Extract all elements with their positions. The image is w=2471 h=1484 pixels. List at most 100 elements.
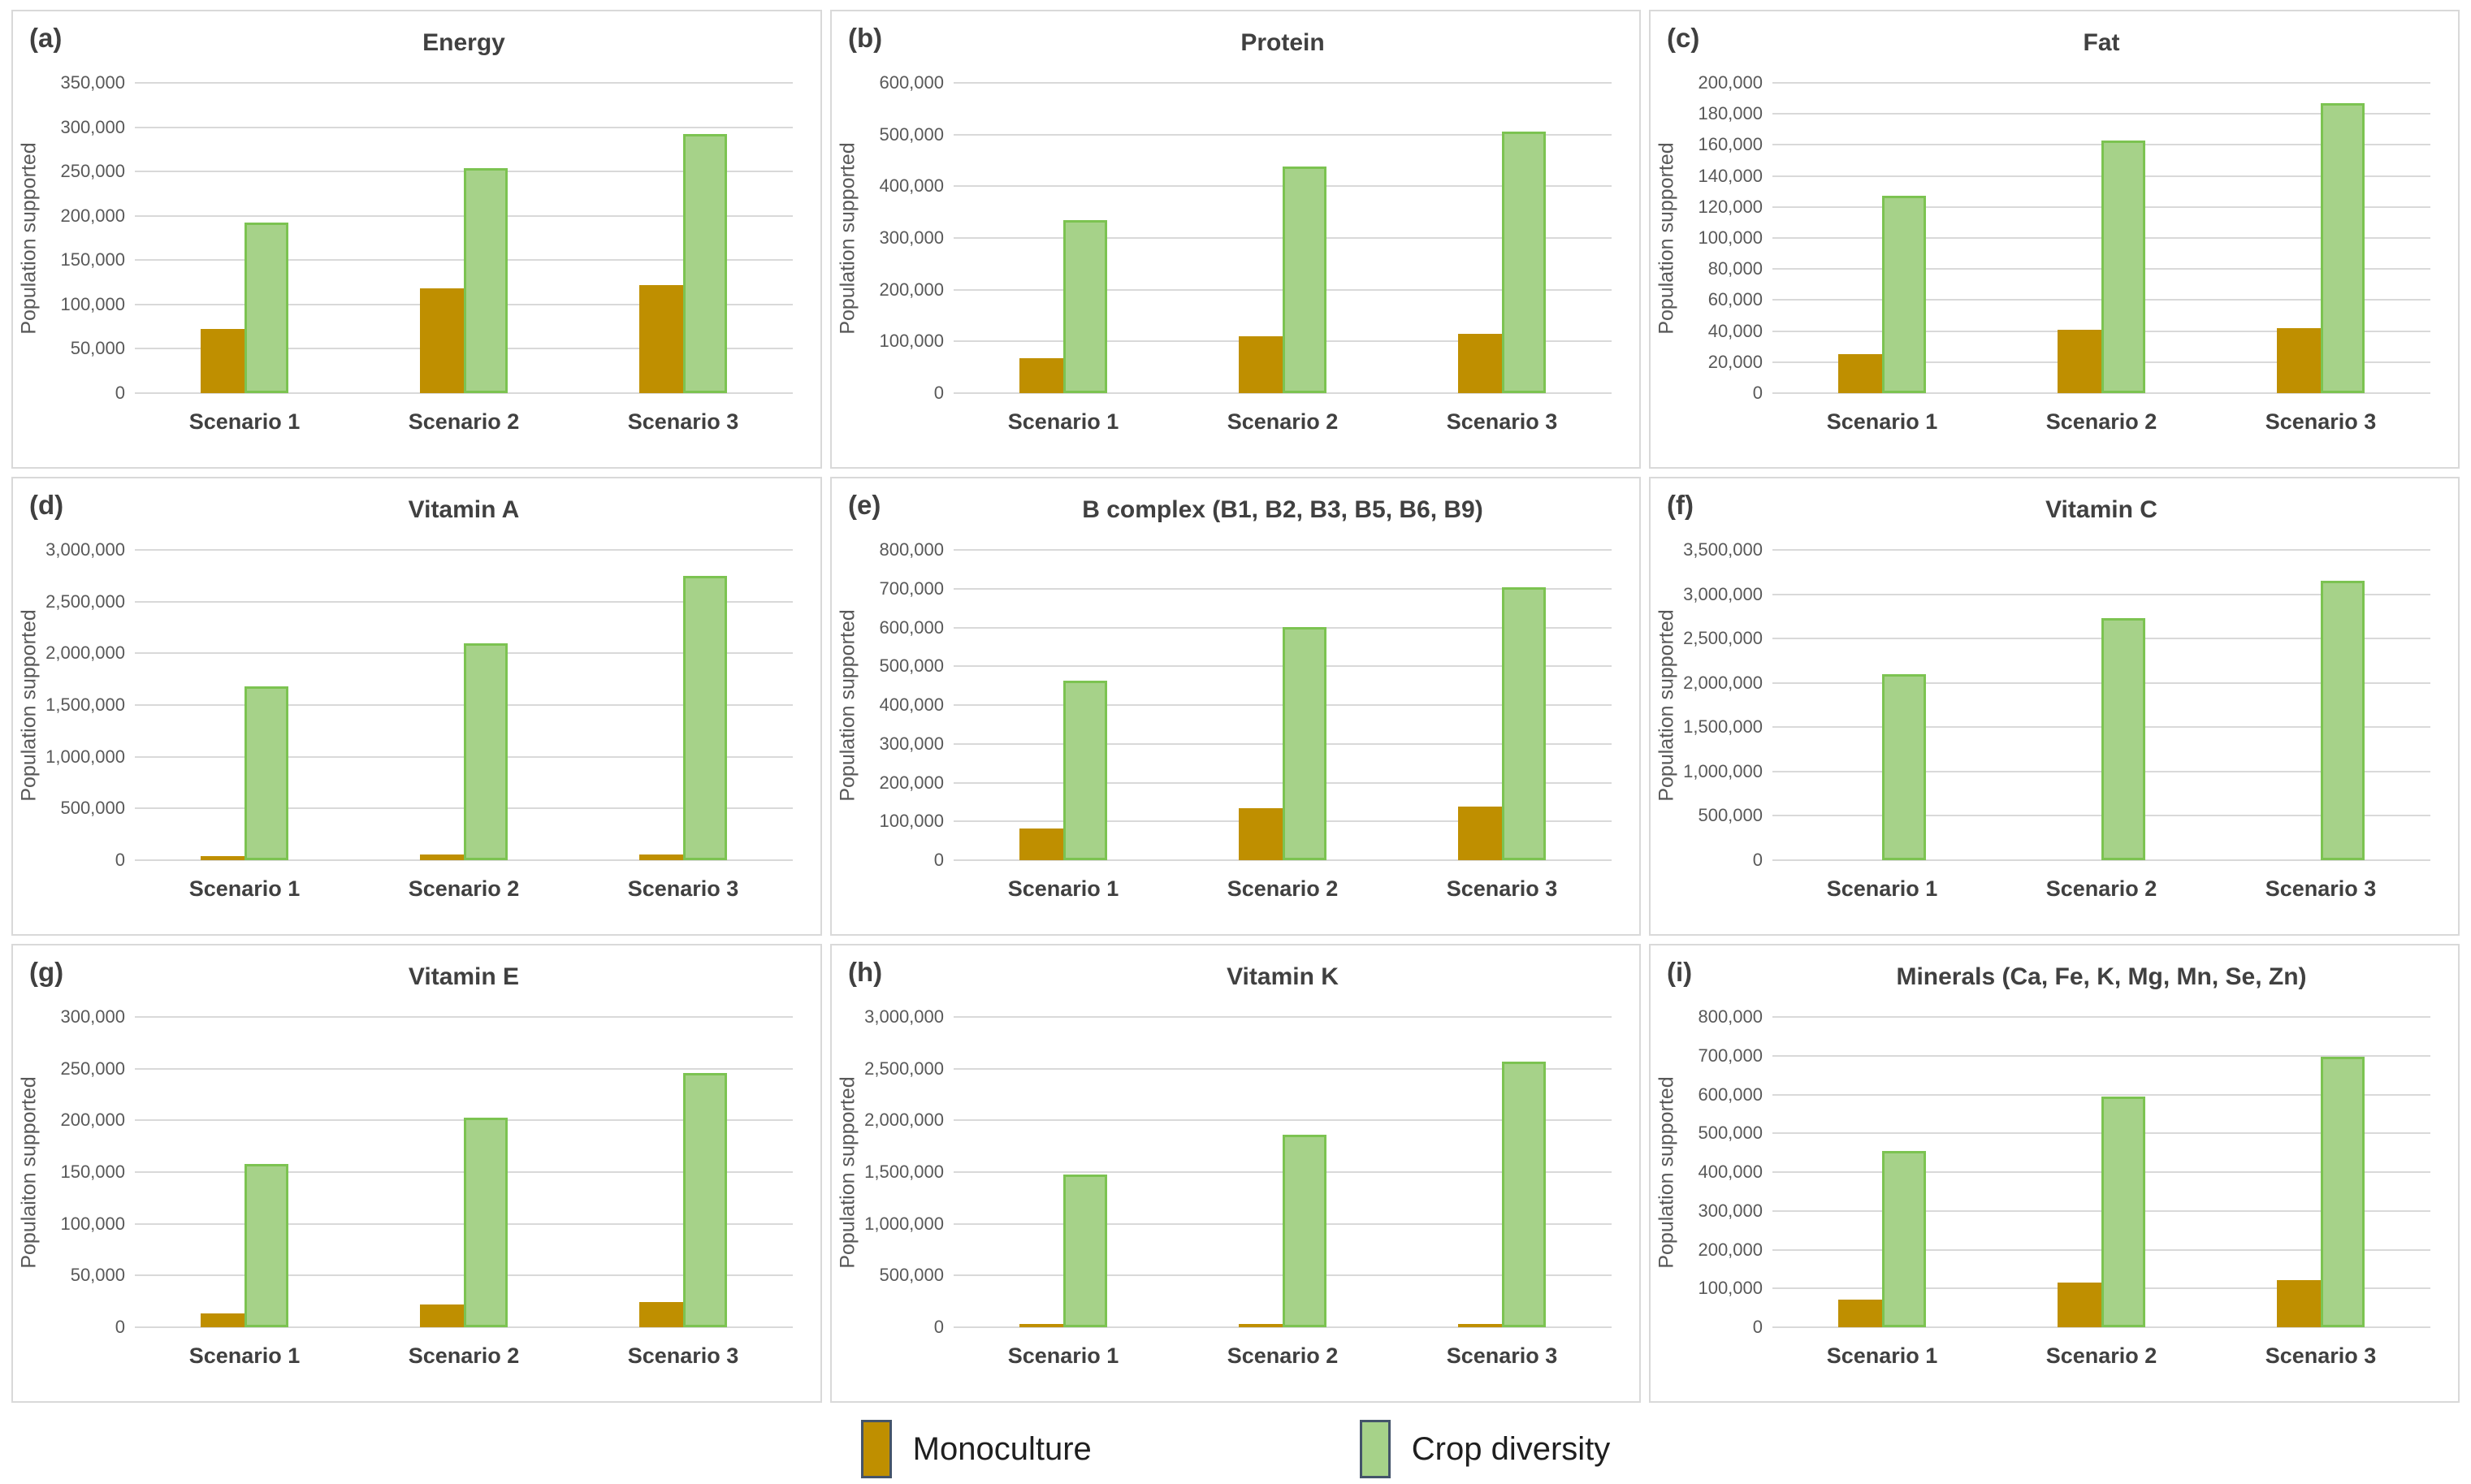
gridline xyxy=(954,587,1612,590)
bar-crop-diversity-scenario-3 xyxy=(1502,587,1546,860)
bar-crop-diversity-scenario-3 xyxy=(2321,581,2365,860)
x-category-label: Scenario 3 xyxy=(2265,409,2377,434)
chart-title: Minerals (Ca, Fe, K, Mg, Mn, Se, Zn) xyxy=(1896,963,2307,990)
bar-crop-diversity-scenario-3 xyxy=(683,576,727,860)
y-tick-label: 120,000 xyxy=(1698,196,1763,217)
gridline xyxy=(954,1326,1612,1328)
y-tick-label: 500,000 xyxy=(1698,805,1763,826)
plot-area: 0 500,000 1,000,000 1,500,000 2,000,000 2,500… xyxy=(832,945,1639,1401)
bar-crop-diversity-scenario-1 xyxy=(1882,674,1926,860)
y-tick-label: 100,000 xyxy=(1698,1278,1763,1299)
y-tick-label: 0 xyxy=(1752,1317,1763,1337)
panel-letter: (i) xyxy=(1667,957,1693,987)
y-tick-label: 140,000 xyxy=(1698,165,1763,186)
bar-monoculture-scenario-1 xyxy=(1838,354,1882,393)
x-category-label: Scenario 1 xyxy=(1007,876,1119,901)
panel-b-complex: (e) B complex (B1, B2, B3, B5, B6, B9) P… xyxy=(830,477,1641,936)
y-tick-label: 500,000 xyxy=(1698,1123,1763,1144)
y-tick-label: 0 xyxy=(1752,383,1763,403)
x-category-label: Scenario 2 xyxy=(2045,1343,2157,1368)
y-tick-label: 100,000 xyxy=(879,811,944,832)
gridline xyxy=(954,82,1612,84)
bar-monoculture-scenario-2 xyxy=(1239,1324,1283,1327)
x-category-label: Scenario 1 xyxy=(1007,409,1119,434)
y-tick-label: 0 xyxy=(933,383,944,403)
y-tick-label: 300,000 xyxy=(879,733,944,754)
y-tick-label: 300,000 xyxy=(60,116,125,137)
y-tick-label: 200,000 xyxy=(60,1110,125,1131)
y-tick-label: 300,000 xyxy=(60,1006,125,1027)
y-tick-label: 500,000 xyxy=(879,1265,944,1286)
y-tick-label: 80,000 xyxy=(1707,258,1763,279)
gridline xyxy=(1772,1093,2430,1096)
gridline xyxy=(135,82,793,84)
x-category-label: Scenario 2 xyxy=(1227,1343,1339,1368)
bar-monoculture-scenario-2 xyxy=(2058,1283,2101,1327)
plot-area: 0 500,000 1,000,000 1,500,000 2,000,000 2,500… xyxy=(1651,478,2458,934)
x-category-label: Scenario 2 xyxy=(1227,876,1339,901)
x-category-label: Scenario 1 xyxy=(188,409,301,434)
x-category-label: Scenario 2 xyxy=(2045,409,2157,434)
gridline xyxy=(954,859,1612,861)
panel-protein: (b) Protein Population supported 0 100,00… xyxy=(830,10,1641,469)
y-tick-label: 100,000 xyxy=(1698,227,1763,248)
y-tick-label: 200,000 xyxy=(60,205,125,226)
x-category-label: Scenario 1 xyxy=(1826,1343,1938,1368)
bar-crop-diversity-scenario-1 xyxy=(1063,1175,1107,1327)
gridline xyxy=(135,1067,793,1070)
x-category-label: Scenario 1 xyxy=(188,876,301,901)
x-category-label: Scenario 3 xyxy=(627,1343,739,1368)
y-tick-label: 2,000,000 xyxy=(1683,672,1763,693)
y-tick-label: 3,000,000 xyxy=(1683,583,1763,604)
bar-crop-diversity-scenario-2 xyxy=(2101,141,2145,393)
gridline xyxy=(1772,593,2430,595)
gridline xyxy=(954,1016,1612,1018)
bar-monoculture-scenario-2 xyxy=(420,288,464,393)
bar-crop-diversity-scenario-2 xyxy=(1283,1135,1326,1327)
x-category-label: Scenario 2 xyxy=(1227,409,1339,434)
bar-monoculture-scenario-2 xyxy=(1239,808,1283,860)
x-category-label: Scenario 3 xyxy=(1446,409,1558,434)
y-tick-label: 60,000 xyxy=(1707,289,1763,310)
gridline xyxy=(1772,1054,2430,1057)
chart-title: B complex (B1, B2, B3, B5, B6, B9) xyxy=(1082,496,1483,523)
panel-fat: (c) Fat Population supported 0 20,000 40,0… xyxy=(1649,10,2460,469)
x-category-label: Scenario 3 xyxy=(1446,876,1558,901)
bar-crop-diversity-scenario-1 xyxy=(245,1164,288,1327)
y-tick-label: 160,000 xyxy=(1698,134,1763,155)
y-tick-label: 250,000 xyxy=(60,161,125,182)
panel-letter: (b) xyxy=(848,23,883,53)
gridline xyxy=(954,133,1612,136)
bar-crop-diversity-scenario-2 xyxy=(464,168,508,393)
bar-crop-diversity-scenario-3 xyxy=(2321,103,2365,393)
bar-monoculture-scenario-1 xyxy=(1019,358,1063,393)
legend: Monoculture Crop diversity xyxy=(11,1414,2460,1484)
bar-crop-diversity-scenario-3 xyxy=(1502,132,1546,393)
panel-letter: (a) xyxy=(29,23,63,53)
y-tick-label: 3,000,000 xyxy=(864,1006,944,1027)
bar-crop-diversity-scenario-3 xyxy=(683,134,727,393)
bar-crop-diversity-scenario-2 xyxy=(464,1118,508,1327)
legend-item-monoculture: Monoculture xyxy=(860,1420,1092,1478)
y-tick-label: 700,000 xyxy=(879,578,944,599)
y-tick-label: 800,000 xyxy=(879,539,944,560)
bar-crop-diversity-scenario-3 xyxy=(2321,1057,2365,1327)
panel-vitamin-k: (h) Vitamin K Population supported 0 500,… xyxy=(830,944,1641,1403)
x-category-label: Scenario 1 xyxy=(1826,409,1938,434)
bar-monoculture-scenario-1 xyxy=(201,329,245,393)
y-tick-label: 0 xyxy=(115,383,125,403)
y-tick-label: 400,000 xyxy=(1698,1162,1763,1182)
y-tick-label: 600,000 xyxy=(879,617,944,638)
chart-title: Energy xyxy=(422,29,505,56)
gridline xyxy=(1772,1016,2430,1018)
y-tick-label: 1,000,000 xyxy=(1683,760,1763,781)
legend-label: Crop diversity xyxy=(1411,1430,1611,1467)
y-tick-label: 100,000 xyxy=(60,1213,125,1234)
y-tick-label: 1,500,000 xyxy=(1683,716,1763,738)
gridline xyxy=(1772,392,2430,394)
gridline xyxy=(135,392,793,394)
bar-crop-diversity-scenario-1 xyxy=(1882,196,1926,393)
bar-crop-diversity-scenario-3 xyxy=(1502,1062,1546,1327)
gridline xyxy=(954,549,1612,551)
y-tick-label: 600,000 xyxy=(1698,1084,1763,1105)
